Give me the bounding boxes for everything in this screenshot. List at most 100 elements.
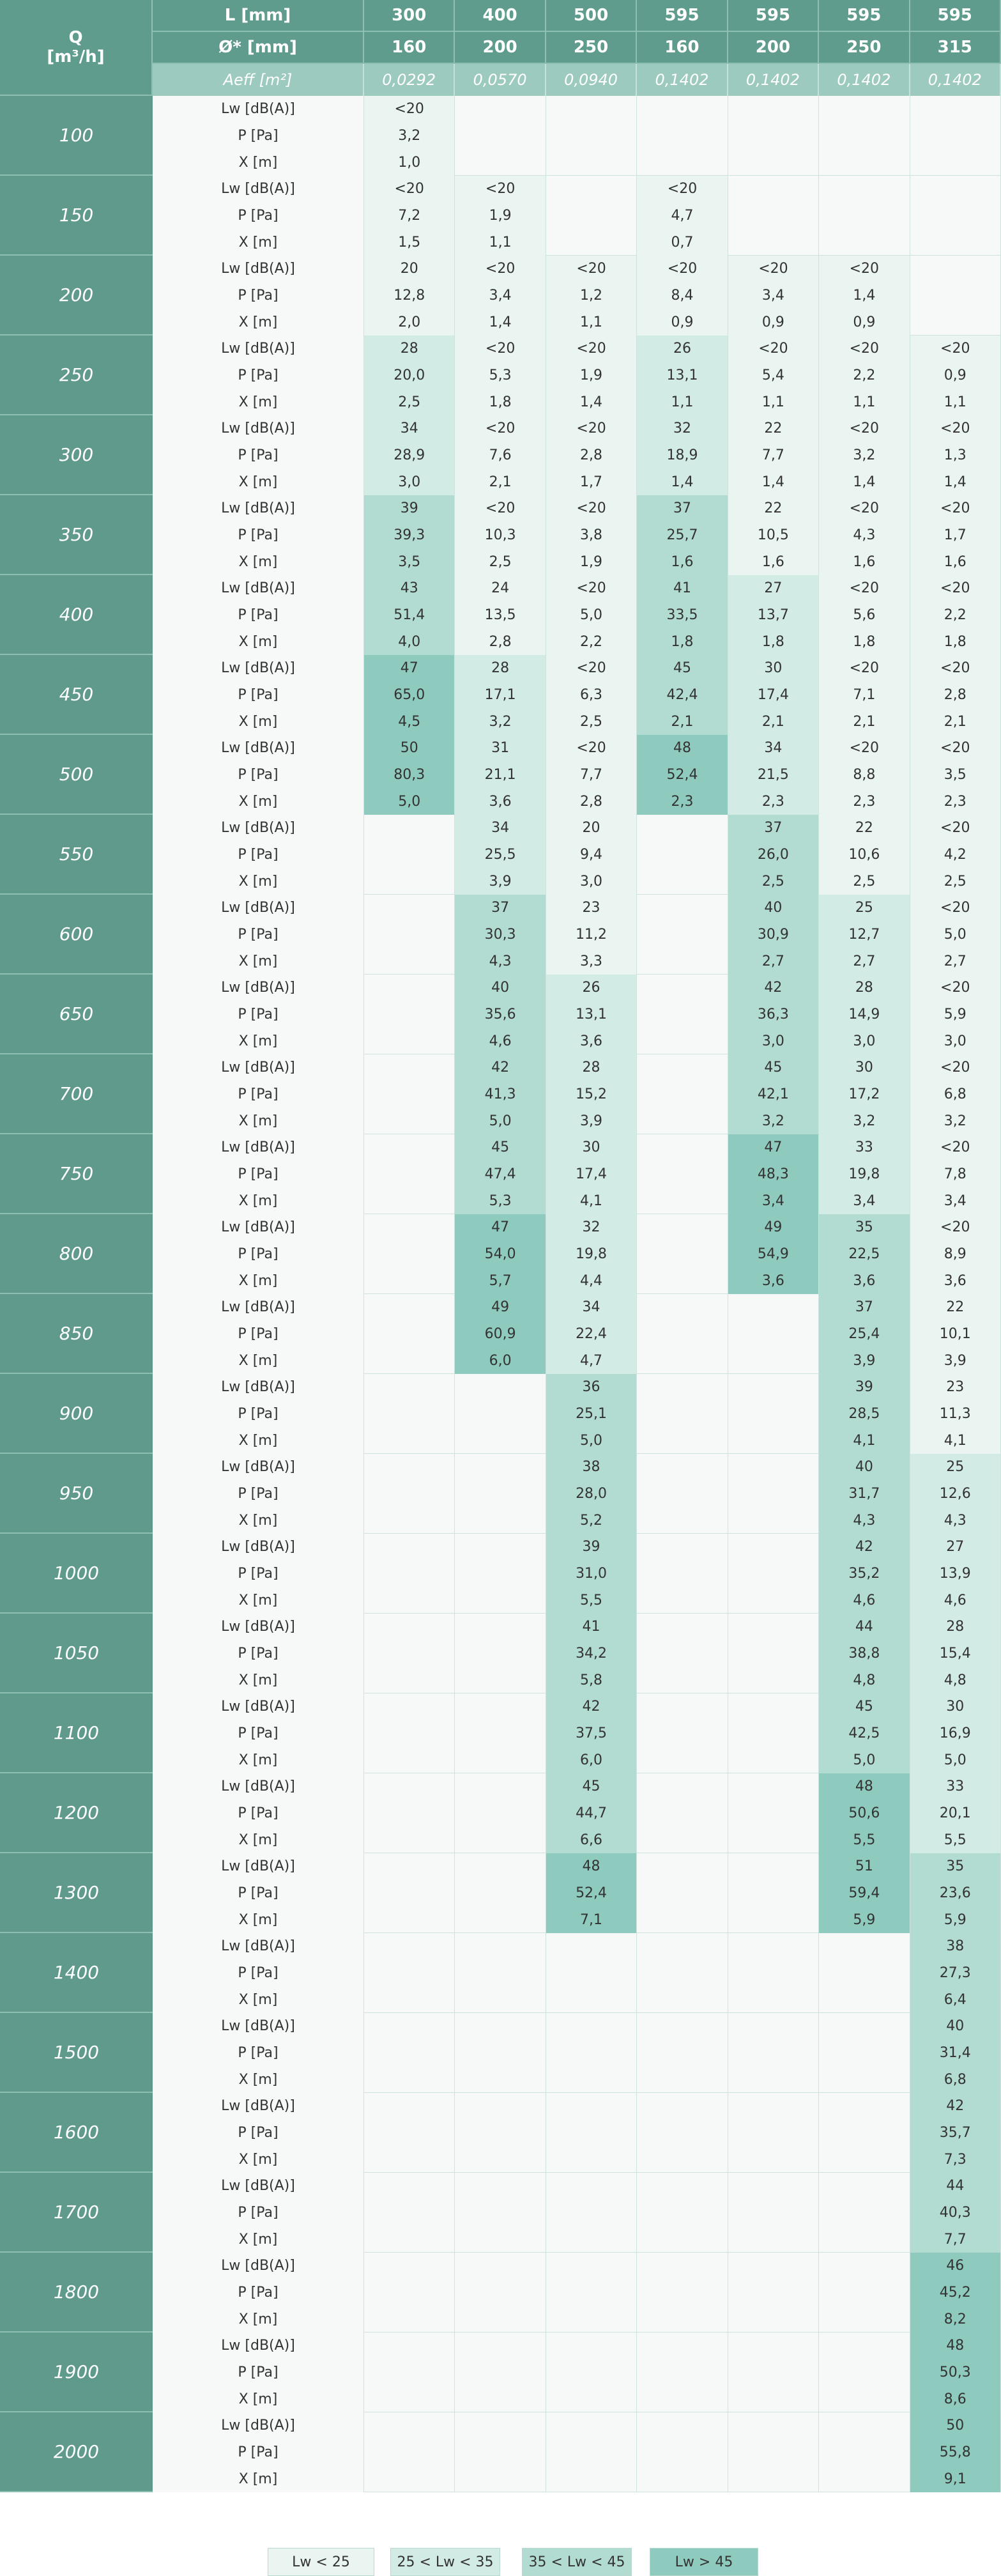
- data-cell: 25,4: [819, 1320, 910, 1348]
- data-cell: 3,0: [910, 1028, 1001, 1054]
- data-cell: 6,4: [910, 1986, 1001, 2013]
- data-cell: 25: [910, 1454, 1001, 1481]
- data-cell: 2,3: [637, 788, 728, 815]
- empty-cell: [546, 2412, 638, 2492]
- data-cell: 8,2: [910, 2306, 1001, 2333]
- header-value: 0,0292: [364, 64, 455, 96]
- data-cell: 9,4: [546, 841, 638, 868]
- empty-cell: [728, 1693, 820, 1773]
- data-cell: 30: [910, 1693, 1001, 1720]
- data-cell: 42: [910, 2093, 1001, 2120]
- data-cell: 59,4: [819, 1879, 910, 1907]
- row-label: Lw [dB(A)]: [153, 1933, 364, 1960]
- data-cell: 51: [819, 1853, 910, 1880]
- data-cell: 37: [728, 815, 820, 842]
- data-cell: 31,0: [546, 1560, 638, 1587]
- data-cell: 40: [455, 975, 546, 1001]
- data-cell: 41: [637, 575, 728, 602]
- data-cell: <20: [819, 495, 910, 522]
- data-cell: <20: [819, 256, 910, 282]
- data-cell: <20: [910, 1134, 1001, 1161]
- row-label: P [Pa]: [153, 1720, 364, 1747]
- empty-cell: [637, 2173, 728, 2253]
- empty-cell: [637, 1614, 728, 1693]
- q-value: 650: [0, 975, 153, 1054]
- data-cell: 49: [455, 1294, 546, 1321]
- data-cell: 1,1: [728, 389, 820, 415]
- data-cell: 2,7: [728, 948, 820, 975]
- row-label: Lw [dB(A)]: [153, 1134, 364, 1161]
- data-cell: 2,5: [455, 548, 546, 575]
- data-cell: <20: [455, 176, 546, 203]
- data-cell: 13,9: [910, 1560, 1001, 1587]
- empty-cell: [455, 1853, 546, 1933]
- empty-cell: [728, 96, 820, 176]
- data-cell: <20: [910, 575, 1001, 602]
- row-label: X [m]: [153, 229, 364, 256]
- empty-cell: [910, 96, 1001, 176]
- q-value: 450: [0, 655, 153, 735]
- data-cell: 3,0: [546, 868, 638, 895]
- row-label: Lw [dB(A)]: [153, 1294, 364, 1321]
- data-cell: 23: [910, 1374, 1001, 1401]
- header-value: 0,0570: [455, 64, 546, 96]
- data-cell: 5,0: [910, 1747, 1001, 1773]
- empty-cell: [728, 1614, 820, 1693]
- data-cell: 4,3: [819, 521, 910, 549]
- data-cell: 3,0: [819, 1028, 910, 1054]
- q-value: 1800: [0, 2253, 153, 2333]
- header-value: 315: [910, 32, 1001, 64]
- row-label: P [Pa]: [153, 921, 364, 948]
- row-label: Lw [dB(A)]: [153, 1214, 364, 1241]
- row-label: Lw [dB(A)]: [153, 895, 364, 922]
- data-cell: 3,0: [364, 468, 455, 495]
- data-cell: 4,3: [819, 1507, 910, 1534]
- row-label: Lw [dB(A)]: [153, 495, 364, 522]
- data-cell: 34,2: [546, 1640, 638, 1667]
- data-cell: 12,7: [819, 921, 910, 948]
- empty-cell: [728, 1933, 820, 2013]
- data-cell: 0,9: [728, 309, 820, 335]
- data-cell: 3,6: [546, 1028, 638, 1054]
- data-cell: 1,8: [819, 628, 910, 655]
- data-cell: 6,6: [546, 1826, 638, 1853]
- row-label: X [m]: [153, 1667, 364, 1693]
- empty-cell: [364, 1773, 455, 1853]
- empty-cell: [728, 2013, 820, 2093]
- q-value: 350: [0, 495, 153, 575]
- empty-cell: [819, 2333, 910, 2412]
- empty-cell: [364, 1614, 455, 1693]
- empty-cell: [728, 1853, 820, 1933]
- header-value: 0,1402: [637, 64, 728, 96]
- legend-item: 35 < Lw < 45: [522, 2548, 632, 2576]
- empty-cell: [455, 2333, 546, 2412]
- header-value: 595: [637, 0, 728, 32]
- row-label: P [Pa]: [153, 2119, 364, 2147]
- data-cell: <20: [910, 655, 1001, 682]
- data-cell: 14,9: [819, 1001, 910, 1028]
- data-cell: 28,5: [819, 1400, 910, 1428]
- header-value: 500: [546, 0, 638, 32]
- data-cell: 39: [546, 1534, 638, 1561]
- data-cell: 19,8: [819, 1161, 910, 1188]
- empty-cell: [364, 1454, 455, 1534]
- data-cell: 4,6: [819, 1587, 910, 1614]
- data-cell: 7,3: [910, 2146, 1001, 2173]
- header-label: L [mm]: [153, 0, 364, 32]
- row-label: Lw [dB(A)]: [153, 2013, 364, 2040]
- data-cell: 1,9: [546, 548, 638, 575]
- empty-cell: [728, 2412, 820, 2492]
- data-cell: 8,6: [910, 2386, 1001, 2412]
- row-label: Lw [dB(A)]: [153, 2412, 364, 2439]
- row-label: P [Pa]: [153, 362, 364, 389]
- row-label: Lw [dB(A)]: [153, 335, 364, 362]
- legend-item: Lw > 45: [650, 2548, 758, 2576]
- data-cell: 8,4: [637, 282, 728, 309]
- data-cell: 3,4: [455, 282, 546, 309]
- data-cell: <20: [546, 575, 638, 602]
- data-cell: <20: [455, 335, 546, 362]
- data-cell: 48,3: [728, 1161, 820, 1188]
- data-cell: 45: [819, 1693, 910, 1720]
- data-cell: 3,4: [819, 1187, 910, 1214]
